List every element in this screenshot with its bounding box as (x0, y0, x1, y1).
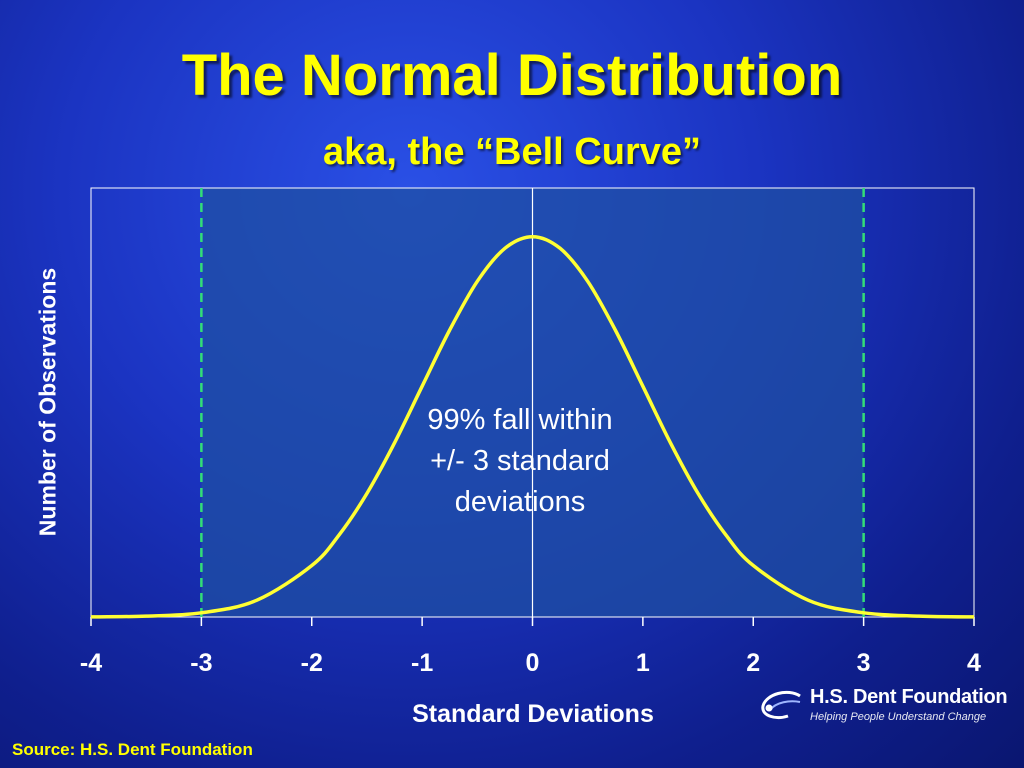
logo-swoosh-icon (761, 690, 801, 720)
x-tick-label-4: 0 (526, 649, 540, 677)
logo-tagline: Helping People Understand Change (810, 711, 987, 723)
x-tick-label-0: -4 (80, 649, 102, 677)
x-tick-label-2: -2 (301, 649, 323, 677)
annotation-99-percent: 99% fall within +/- 3 standard deviation… (427, 404, 613, 518)
logo-name: H.S. Dent Foundation (810, 686, 1008, 708)
x-tick-label-1: -3 (190, 649, 212, 677)
hs-dent-logo: H.S. Dent Foundation Helping People Unde… (760, 684, 1015, 730)
x-axis-label: Standard Deviations (412, 700, 654, 728)
x-tick-label-5: 1 (636, 649, 650, 677)
x-tick-label-3: -1 (411, 649, 433, 677)
x-tick-label-6: 2 (746, 649, 760, 677)
source-note: Source: H.S. Dent Foundation (12, 740, 253, 759)
slide-title: The Normal Distribution (181, 43, 843, 108)
bell-curve-line (90, 234, 975, 619)
x-tick-label-7: 3 (857, 649, 871, 677)
slide-subtitle: aka, the “Bell Curve” (322, 131, 702, 173)
x-tick-label-8: 4 (967, 649, 981, 677)
